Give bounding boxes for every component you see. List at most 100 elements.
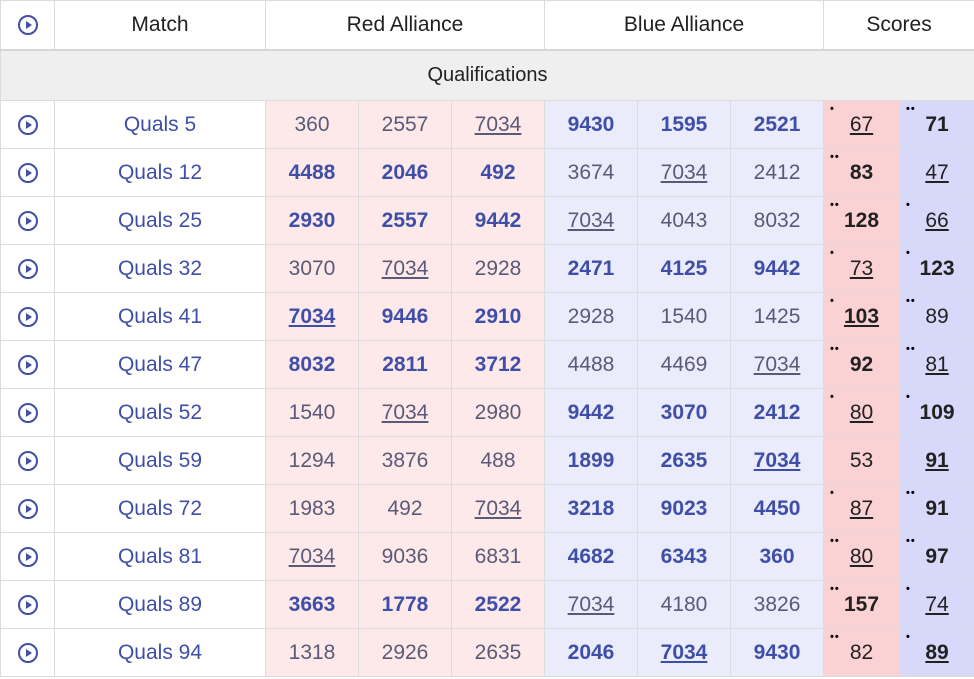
team-link[interactable]: 2811: [382, 352, 428, 376]
team-link[interactable]: 3218: [567, 496, 615, 520]
team-link[interactable]: 3663: [288, 592, 336, 616]
red-team-cell[interactable]: 2635: [451, 628, 545, 677]
red-team-cell[interactable]: 2926: [358, 628, 452, 677]
blue-team-cell[interactable]: 4450: [729, 484, 825, 533]
red-team-cell[interactable]: 8032: [265, 340, 359, 389]
team-link[interactable]: 1899: [567, 448, 615, 472]
blue-team-cell[interactable]: 2046: [544, 628, 638, 677]
team-link[interactable]: 7034: [660, 160, 708, 184]
team-link[interactable]: 492: [387, 496, 423, 520]
red-team-cell[interactable]: 7034: [265, 532, 359, 581]
team-link[interactable]: 4682: [567, 544, 615, 568]
blue-team-cell[interactable]: 4488: [544, 340, 638, 389]
team-link[interactable]: 488: [480, 448, 516, 472]
team-link[interactable]: 2521: [753, 112, 801, 136]
blue-team-cell[interactable]: 7034: [544, 196, 638, 245]
red-team-cell[interactable]: 2046: [358, 148, 452, 197]
video-cell[interactable]: [0, 244, 55, 293]
blue-team-cell[interactable]: 7034: [637, 628, 731, 677]
blue-team-cell[interactable]: 1425: [729, 292, 825, 341]
red-team-cell[interactable]: 2557: [358, 196, 452, 245]
team-link[interactable]: 2926: [381, 640, 429, 664]
blue-team-cell[interactable]: 4469: [637, 340, 731, 389]
red-team-cell[interactable]: 2928: [451, 244, 545, 293]
team-link[interactable]: 2046: [567, 640, 615, 664]
team-link[interactable]: 9446: [381, 304, 429, 328]
match-link[interactable]: Quals 52: [117, 400, 203, 424]
play-icon[interactable]: [17, 162, 38, 183]
team-link[interactable]: 4488: [567, 352, 615, 376]
team-link[interactable]: 6831: [474, 544, 522, 568]
play-icon[interactable]: [17, 258, 38, 279]
team-link[interactable]: 7034: [567, 208, 615, 232]
team-link[interactable]: 1294: [288, 448, 336, 472]
blue-team-cell[interactable]: 4682: [544, 532, 638, 581]
video-cell[interactable]: [0, 484, 55, 533]
red-team-cell[interactable]: 9036: [358, 532, 452, 581]
blue-team-cell[interactable]: 2928: [544, 292, 638, 341]
team-link[interactable]: 7034: [660, 640, 708, 664]
team-link[interactable]: 2046: [381, 160, 429, 184]
red-team-cell[interactable]: 2522: [451, 580, 545, 629]
match-link[interactable]: Quals 12: [117, 160, 203, 184]
blue-team-cell[interactable]: 6343: [637, 532, 731, 581]
video-cell[interactable]: [0, 388, 55, 437]
team-link[interactable]: 4469: [660, 352, 708, 376]
red-team-cell[interactable]: 3712: [451, 340, 545, 389]
video-cell[interactable]: [0, 100, 55, 149]
red-team-cell[interactable]: 7034: [358, 388, 452, 437]
team-link[interactable]: 2635: [474, 640, 522, 664]
red-team-cell[interactable]: 7034: [451, 484, 545, 533]
blue-team-cell[interactable]: 1540: [637, 292, 731, 341]
blue-team-cell[interactable]: 9442: [729, 244, 825, 293]
team-link[interactable]: 492: [480, 160, 516, 184]
video-cell[interactable]: [0, 532, 55, 581]
team-link[interactable]: 4043: [660, 208, 708, 232]
team-link[interactable]: 360: [759, 544, 795, 568]
red-team-cell[interactable]: 492: [451, 148, 545, 197]
blue-team-cell[interactable]: 1595: [637, 100, 731, 149]
team-link[interactable]: 1778: [381, 592, 429, 616]
team-link[interactable]: 8032: [288, 352, 336, 376]
red-team-cell[interactable]: 1983: [265, 484, 359, 533]
team-link[interactable]: 7034: [753, 448, 801, 472]
team-link[interactable]: 9023: [660, 496, 708, 520]
match-link[interactable]: Quals 89: [117, 592, 203, 616]
play-icon[interactable]: [17, 306, 38, 327]
video-header[interactable]: [0, 0, 55, 51]
team-link[interactable]: 1318: [288, 640, 336, 664]
team-link[interactable]: 2522: [474, 592, 522, 616]
match-link[interactable]: Quals 41: [117, 304, 203, 328]
red-team-cell[interactable]: 1540: [265, 388, 359, 437]
team-link[interactable]: 3826: [753, 592, 801, 616]
play-icon[interactable]: [17, 354, 38, 375]
match-cell[interactable]: Quals 94: [54, 628, 266, 677]
team-link[interactable]: 9442: [567, 400, 615, 424]
match-link[interactable]: Quals 94: [117, 640, 203, 664]
team-link[interactable]: 2557: [381, 208, 429, 232]
team-link[interactable]: 4488: [288, 160, 336, 184]
play-icon[interactable]: [17, 210, 38, 231]
team-link[interactable]: 3070: [288, 256, 336, 280]
team-link[interactable]: 7034: [288, 544, 336, 568]
team-link[interactable]: 4450: [753, 496, 801, 520]
team-link[interactable]: 9442: [753, 256, 801, 280]
blue-team-cell[interactable]: 360: [729, 532, 825, 581]
blue-team-cell[interactable]: 3826: [729, 580, 825, 629]
team-link[interactable]: 1425: [753, 304, 801, 328]
match-cell[interactable]: Quals 72: [54, 484, 266, 533]
blue-team-cell[interactable]: 9442: [544, 388, 638, 437]
blue-team-cell[interactable]: 3674: [544, 148, 638, 197]
blue-team-cell[interactable]: 4180: [637, 580, 731, 629]
team-link[interactable]: 3876: [381, 448, 429, 472]
blue-team-cell[interactable]: 7034: [729, 340, 825, 389]
blue-team-cell[interactable]: 2412: [729, 148, 825, 197]
team-link[interactable]: 1595: [660, 112, 708, 136]
red-team-cell[interactable]: 1778: [358, 580, 452, 629]
red-team-cell[interactable]: 2557: [358, 100, 452, 149]
blue-team-cell[interactable]: 7034: [544, 580, 638, 629]
team-link[interactable]: 2635: [660, 448, 708, 472]
match-cell[interactable]: Quals 52: [54, 388, 266, 437]
red-team-cell[interactable]: 6831: [451, 532, 545, 581]
team-link[interactable]: 9442: [474, 208, 522, 232]
